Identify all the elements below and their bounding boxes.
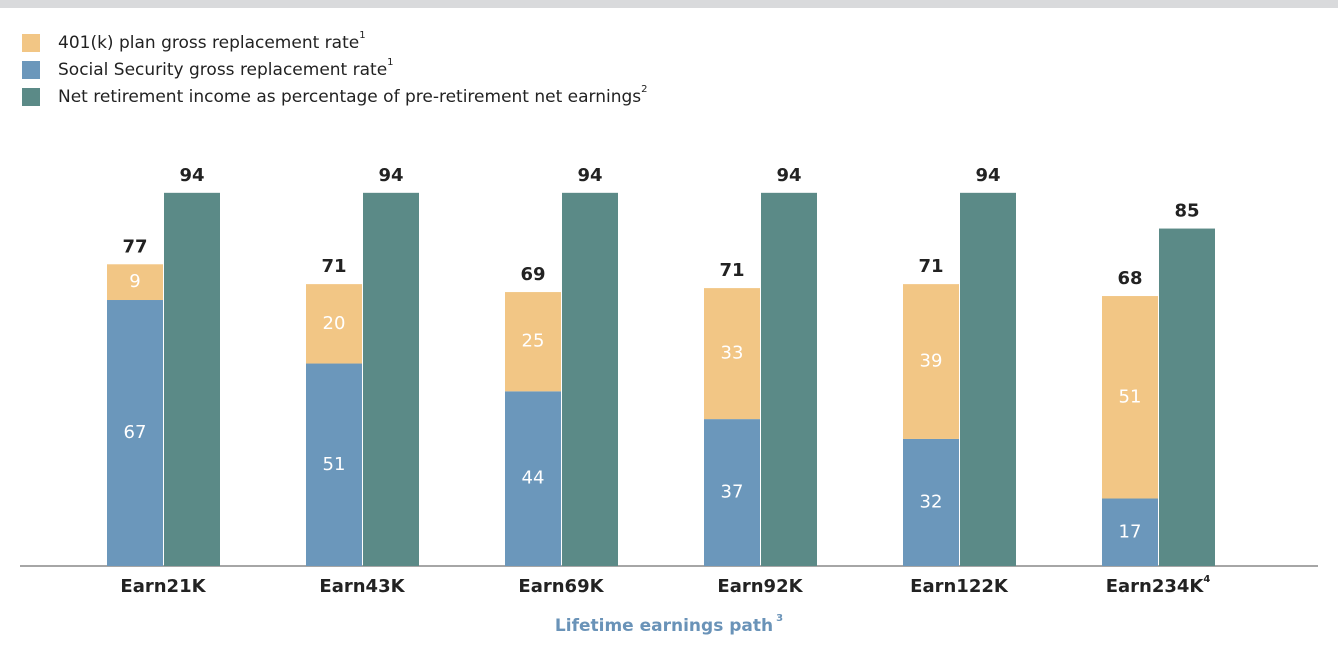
category-note: 4	[1203, 574, 1210, 585]
segment-label: 37	[721, 482, 744, 503]
bar-segment	[107, 300, 163, 566]
legend-label: 401(k) plan gross replacement rate1	[58, 30, 366, 53]
bar-label: 85	[1174, 201, 1199, 222]
x-tick-label: Earn43K	[319, 576, 405, 597]
segment-label: 20	[323, 313, 346, 334]
legend-note: 2	[641, 84, 647, 95]
category-text: Earn21K	[120, 576, 206, 597]
total-label: 77	[122, 236, 147, 257]
x-tick-label: Earn69K	[518, 576, 604, 597]
legend-text: 401(k) plan gross replacement rate	[58, 33, 359, 53]
bar-label: 94	[378, 165, 403, 186]
bar-segment	[903, 284, 959, 439]
segment-label: 25	[522, 331, 545, 352]
x-axis-title-note: 3	[776, 613, 783, 624]
segment-label: 33	[721, 343, 744, 364]
category-text: Earn43K	[319, 576, 405, 597]
segment-label: 17	[1119, 521, 1142, 542]
x-tick-label: Earn122K	[910, 576, 1009, 597]
category-text: Earn234K	[1106, 576, 1205, 597]
category-text: Earn92K	[717, 576, 803, 597]
bar-segment	[704, 419, 760, 566]
total-label: 71	[321, 256, 346, 277]
bar-segment	[306, 363, 362, 566]
bar-label: 94	[179, 165, 204, 186]
legend-label: Social Security gross replacement rate1	[58, 57, 394, 80]
segment-label: 51	[1119, 386, 1142, 407]
bar	[761, 192, 817, 566]
bar-label: 94	[577, 165, 602, 186]
legend-swatch	[22, 88, 40, 106]
segment-label: 32	[920, 491, 943, 512]
bar	[363, 192, 419, 566]
x-axis-title: Lifetime earnings path 3	[555, 613, 783, 636]
total-label: 69	[520, 264, 545, 285]
bar-segment	[107, 264, 163, 301]
category-text: Earn69K	[518, 576, 604, 597]
legend-label: Net retirement income as percentage of p…	[58, 84, 648, 107]
bar	[960, 192, 1016, 566]
bar-segment	[505, 391, 561, 566]
segment-label: 67	[124, 422, 147, 443]
bar-segment	[903, 438, 959, 566]
bar-label: 94	[776, 165, 801, 186]
legend-swatch	[22, 61, 40, 79]
x-tick-label: Earn234K4	[1106, 574, 1211, 597]
legend-note: 1	[359, 30, 365, 41]
total-label: 71	[719, 260, 744, 281]
bar-segment	[1102, 498, 1158, 566]
legend-text: Net retirement income as percentage of p…	[58, 87, 641, 107]
legend-note: 1	[387, 57, 393, 68]
bar	[562, 192, 618, 566]
top-band	[0, 0, 1338, 8]
bar	[1159, 228, 1215, 567]
segment-label: 9	[129, 271, 140, 292]
x-tick-label: Earn92K	[717, 576, 803, 597]
legend-text: Social Security gross replacement rate	[58, 60, 387, 80]
total-label: 68	[1117, 268, 1142, 289]
x-tick-label: Earn21K	[120, 576, 206, 597]
total-label: 71	[918, 256, 943, 277]
legend-swatch	[22, 34, 40, 52]
segment-label: 51	[323, 454, 346, 475]
bar-segment	[306, 284, 362, 364]
segment-label: 44	[522, 468, 545, 489]
bar-label: 94	[975, 165, 1000, 186]
category-text: Earn122K	[910, 576, 1009, 597]
segment-label: 39	[920, 351, 943, 372]
x-axis-title-text: Lifetime earnings path	[555, 616, 773, 636]
bar	[164, 192, 220, 566]
bar-segment	[505, 292, 561, 392]
bar-segment	[1102, 296, 1158, 499]
bar-segment	[704, 288, 760, 420]
